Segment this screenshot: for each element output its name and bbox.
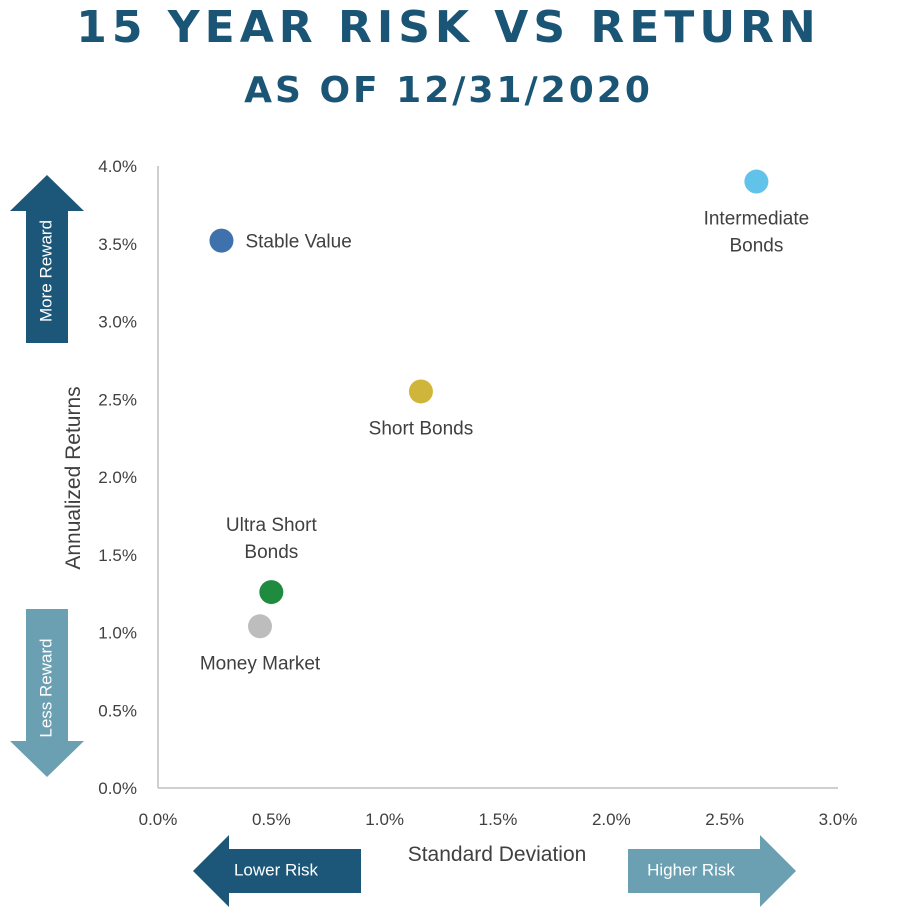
- point-label: Money Market: [200, 653, 321, 674]
- right-arrow-icon: [628, 835, 796, 907]
- more-reward-label: More Reward: [36, 220, 55, 322]
- y-tick-label: 1.5%: [98, 546, 137, 565]
- y-tick-label: 3.5%: [98, 235, 137, 254]
- more-reward-arrow: More Reward: [10, 175, 84, 343]
- down-arrow-icon: [10, 609, 84, 777]
- point-labels: Stable Value Intermediate Bonds Short Bonds…: [200, 209, 809, 675]
- data-point: [744, 169, 769, 194]
- lower-risk-arrow: Lower Risk: [193, 835, 361, 907]
- point-label: Short Bonds: [369, 418, 474, 439]
- higher-risk-arrow: Higher Risk: [628, 835, 796, 907]
- y-tick-label: 1.0%: [98, 624, 137, 643]
- x-tick-label: 1.0%: [365, 810, 404, 829]
- x-axis-title: Standard Deviation: [408, 843, 587, 866]
- data-point: [248, 614, 272, 639]
- less-reward-arrow: Less Reward: [10, 609, 84, 777]
- higher-risk-label: Higher Risk: [647, 860, 735, 879]
- point-label: Ultra Short: [226, 515, 318, 536]
- x-tick-label: 1.5%: [479, 810, 518, 829]
- chart-subtitle: AS OF 12/31/2020: [244, 70, 653, 111]
- point-label: Bonds: [729, 236, 783, 257]
- point-label: Stable Value: [245, 232, 351, 253]
- y-axis-title: Annualized Returns: [62, 386, 85, 569]
- chart-axes: [157, 166, 838, 789]
- x-tick-label: 2.5%: [705, 810, 744, 829]
- left-arrow-icon: [193, 835, 361, 907]
- data-points: [209, 169, 769, 639]
- tick-labels: 0.0% 0.5% 1.0% 1.5% 2.0% 2.5% 3.0% 0.0% 0.5% 1.0%…: [98, 157, 857, 829]
- point-label: Intermediate: [704, 209, 810, 230]
- y-tick-label: 0.0%: [98, 779, 137, 798]
- y-tick-label: 4.0%: [98, 157, 137, 176]
- data-point: [259, 580, 284, 605]
- y-tick-label: 0.5%: [98, 701, 137, 720]
- x-tick-label: 3.0%: [819, 810, 858, 829]
- x-tick-label: 0.5%: [252, 810, 291, 829]
- x-tick-label: 0.0%: [139, 810, 178, 829]
- chart-title: 15 YEAR RISK VS RETURN: [76, 2, 821, 53]
- y-tick-label: 2.5%: [98, 390, 137, 409]
- data-point: [408, 379, 433, 404]
- y-tick-label: 2.0%: [98, 468, 137, 487]
- y-tick-label: 3.0%: [98, 313, 137, 332]
- data-point: [209, 228, 234, 253]
- lower-risk-label: Lower Risk: [234, 860, 319, 879]
- point-label: Bonds: [244, 542, 298, 563]
- up-arrow-icon: [10, 175, 84, 343]
- less-reward-label: Less Reward: [36, 638, 55, 737]
- x-tick-label: 2.0%: [592, 810, 631, 829]
